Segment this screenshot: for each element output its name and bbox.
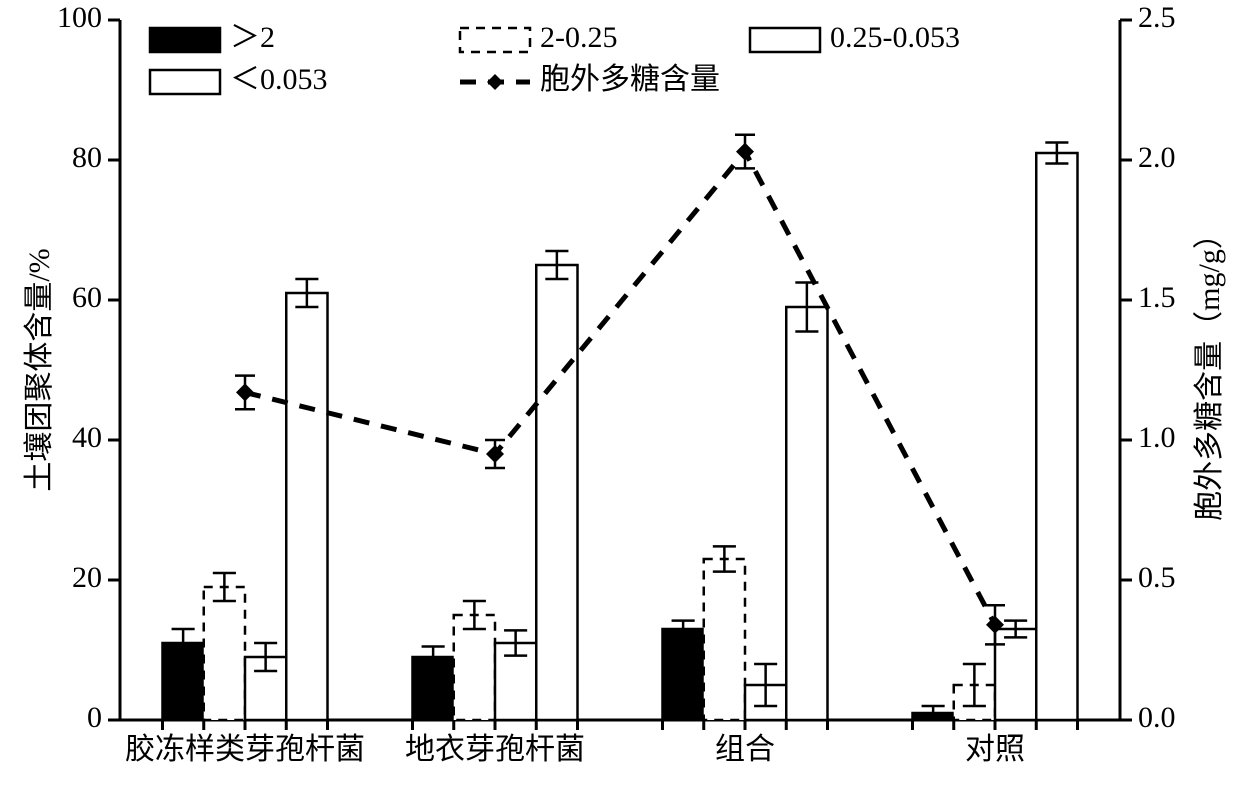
svg-text:胶冻样类芽孢杆菌: 胶冻样类芽孢杆菌 [125, 733, 365, 766]
chart-svg: 0 20 40 60 80 100 0.0 0.5 1.0 1.5 2.0 2.5 胶冻样类芽孢杆菌 地衣… [0, 0, 1240, 801]
svg-text:对照: 对照 [965, 733, 1025, 766]
bar-lt0053 [536, 265, 577, 720]
legend: ＞2 2-0.25 0.25-0.053 ＜0.053 胞外多糖含量 [150, 21, 960, 96]
bar-m025_0053 [995, 629, 1036, 720]
svg-text:组合: 组合 [715, 733, 775, 766]
svg-text:0.0: 0.0 [1138, 701, 1176, 734]
bar-lt0053 [786, 307, 827, 720]
svg-text:40: 40 [72, 421, 102, 454]
svg-text:2.5: 2.5 [1138, 1, 1176, 34]
svg-text:2.0: 2.0 [1138, 141, 1176, 174]
svg-text:100: 100 [57, 1, 102, 34]
bar-lt0053 [286, 293, 327, 720]
svg-text:0: 0 [87, 701, 102, 734]
bar-m2_025 [454, 615, 495, 720]
bar-lt0053 [1036, 153, 1077, 720]
svg-text:胞外多糖含量: 胞外多糖含量 [540, 63, 720, 96]
svg-text:土壤团聚体含量/%: 土壤团聚体含量/% [23, 248, 56, 491]
svg-text:1.5: 1.5 [1138, 281, 1176, 314]
bar-m2_025 [704, 559, 745, 720]
chart-container: 0 20 40 60 80 100 0.0 0.5 1.0 1.5 2.0 2.5 胶冻样类芽孢杆菌 地衣… [0, 0, 1240, 801]
svg-text:20: 20 [72, 561, 102, 594]
bar-m2_025 [204, 587, 245, 720]
svg-text:60: 60 [72, 281, 102, 314]
svg-text:＜0.053: ＜0.053 [230, 63, 328, 96]
svg-text:0.25-0.053: 0.25-0.053 [830, 21, 960, 54]
bar-gt2 [663, 629, 704, 720]
svg-text:＞2: ＞2 [230, 21, 275, 54]
svg-text:胞外多糖含量（mg/g）: 胞外多糖含量（mg/g） [1193, 219, 1226, 521]
svg-text:地衣芽孢杆菌: 地衣芽孢杆菌 [405, 733, 585, 766]
line-series [245, 152, 995, 625]
svg-text:2-0.25: 2-0.25 [540, 21, 618, 54]
svg-text:1.0: 1.0 [1138, 421, 1176, 454]
svg-text:0.5: 0.5 [1138, 561, 1176, 594]
svg-text:80: 80 [72, 141, 102, 174]
